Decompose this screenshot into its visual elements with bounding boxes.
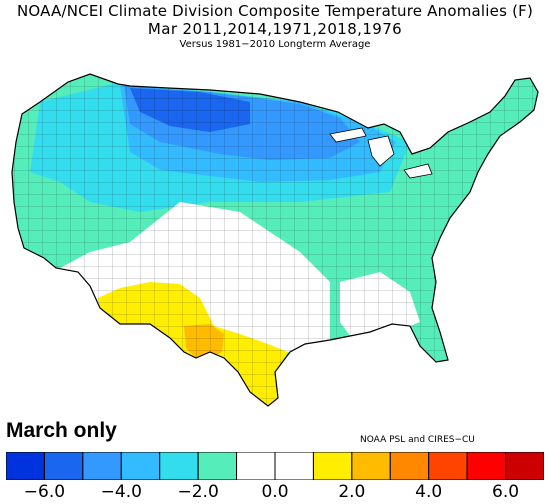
period-label: March only	[6, 419, 117, 442]
colorbar-swatch	[505, 452, 544, 480]
us-anomaly-map	[11, 73, 539, 407]
colorbar-swatch	[236, 452, 276, 480]
colorbar-swatch	[466, 452, 507, 480]
division-boundaries	[12, 74, 538, 406]
colorbar-swatch	[389, 452, 430, 480]
colorbar-tick-label: −4.0	[100, 482, 142, 502]
great-lakes-erie	[403, 163, 433, 179]
colorbar-tick-label: 6.0	[492, 482, 520, 502]
colorbar-tick-label: −2.0	[177, 482, 219, 502]
great-lakes-michigan	[367, 135, 395, 167]
colorbar-swatch	[159, 452, 199, 480]
colorbar-swatch	[82, 452, 122, 480]
map-subtitle-years: Mar 2011,2014,1971,2018,1976	[147, 20, 403, 38]
map-title-block: NOAA/NCEI Climate Division Composite Tem…	[0, 2, 550, 52]
colorbar-swatch	[43, 452, 84, 480]
colorbar-swatch	[6, 452, 45, 480]
great-lakes-superior	[329, 127, 367, 143]
anomaly-fill-layer	[12, 74, 538, 406]
colorbar-swatch	[312, 452, 353, 480]
colorbar-swatch	[428, 452, 468, 480]
colorbar-swatch	[197, 452, 238, 480]
colorbar-tick-label: 0.0	[261, 482, 289, 502]
colorbar-swatch	[120, 452, 161, 480]
colorbar-tick-label: 4.0	[415, 482, 443, 502]
anomaly-colorbar	[6, 452, 544, 480]
colorbar-swatch	[274, 452, 314, 480]
data-credit: NOAA PSL and CIRES−CU	[360, 435, 475, 445]
colorbar-tick-label: −6.0	[23, 482, 66, 502]
colorbar-tick-label: 2.0	[338, 482, 366, 502]
map-title: NOAA/NCEI Climate Division Composite Tem…	[16, 2, 534, 20]
colorbar-swatch	[351, 452, 391, 480]
map-subtitle-baseline: Versus 1981−2010 Longterm Average	[179, 39, 371, 50]
